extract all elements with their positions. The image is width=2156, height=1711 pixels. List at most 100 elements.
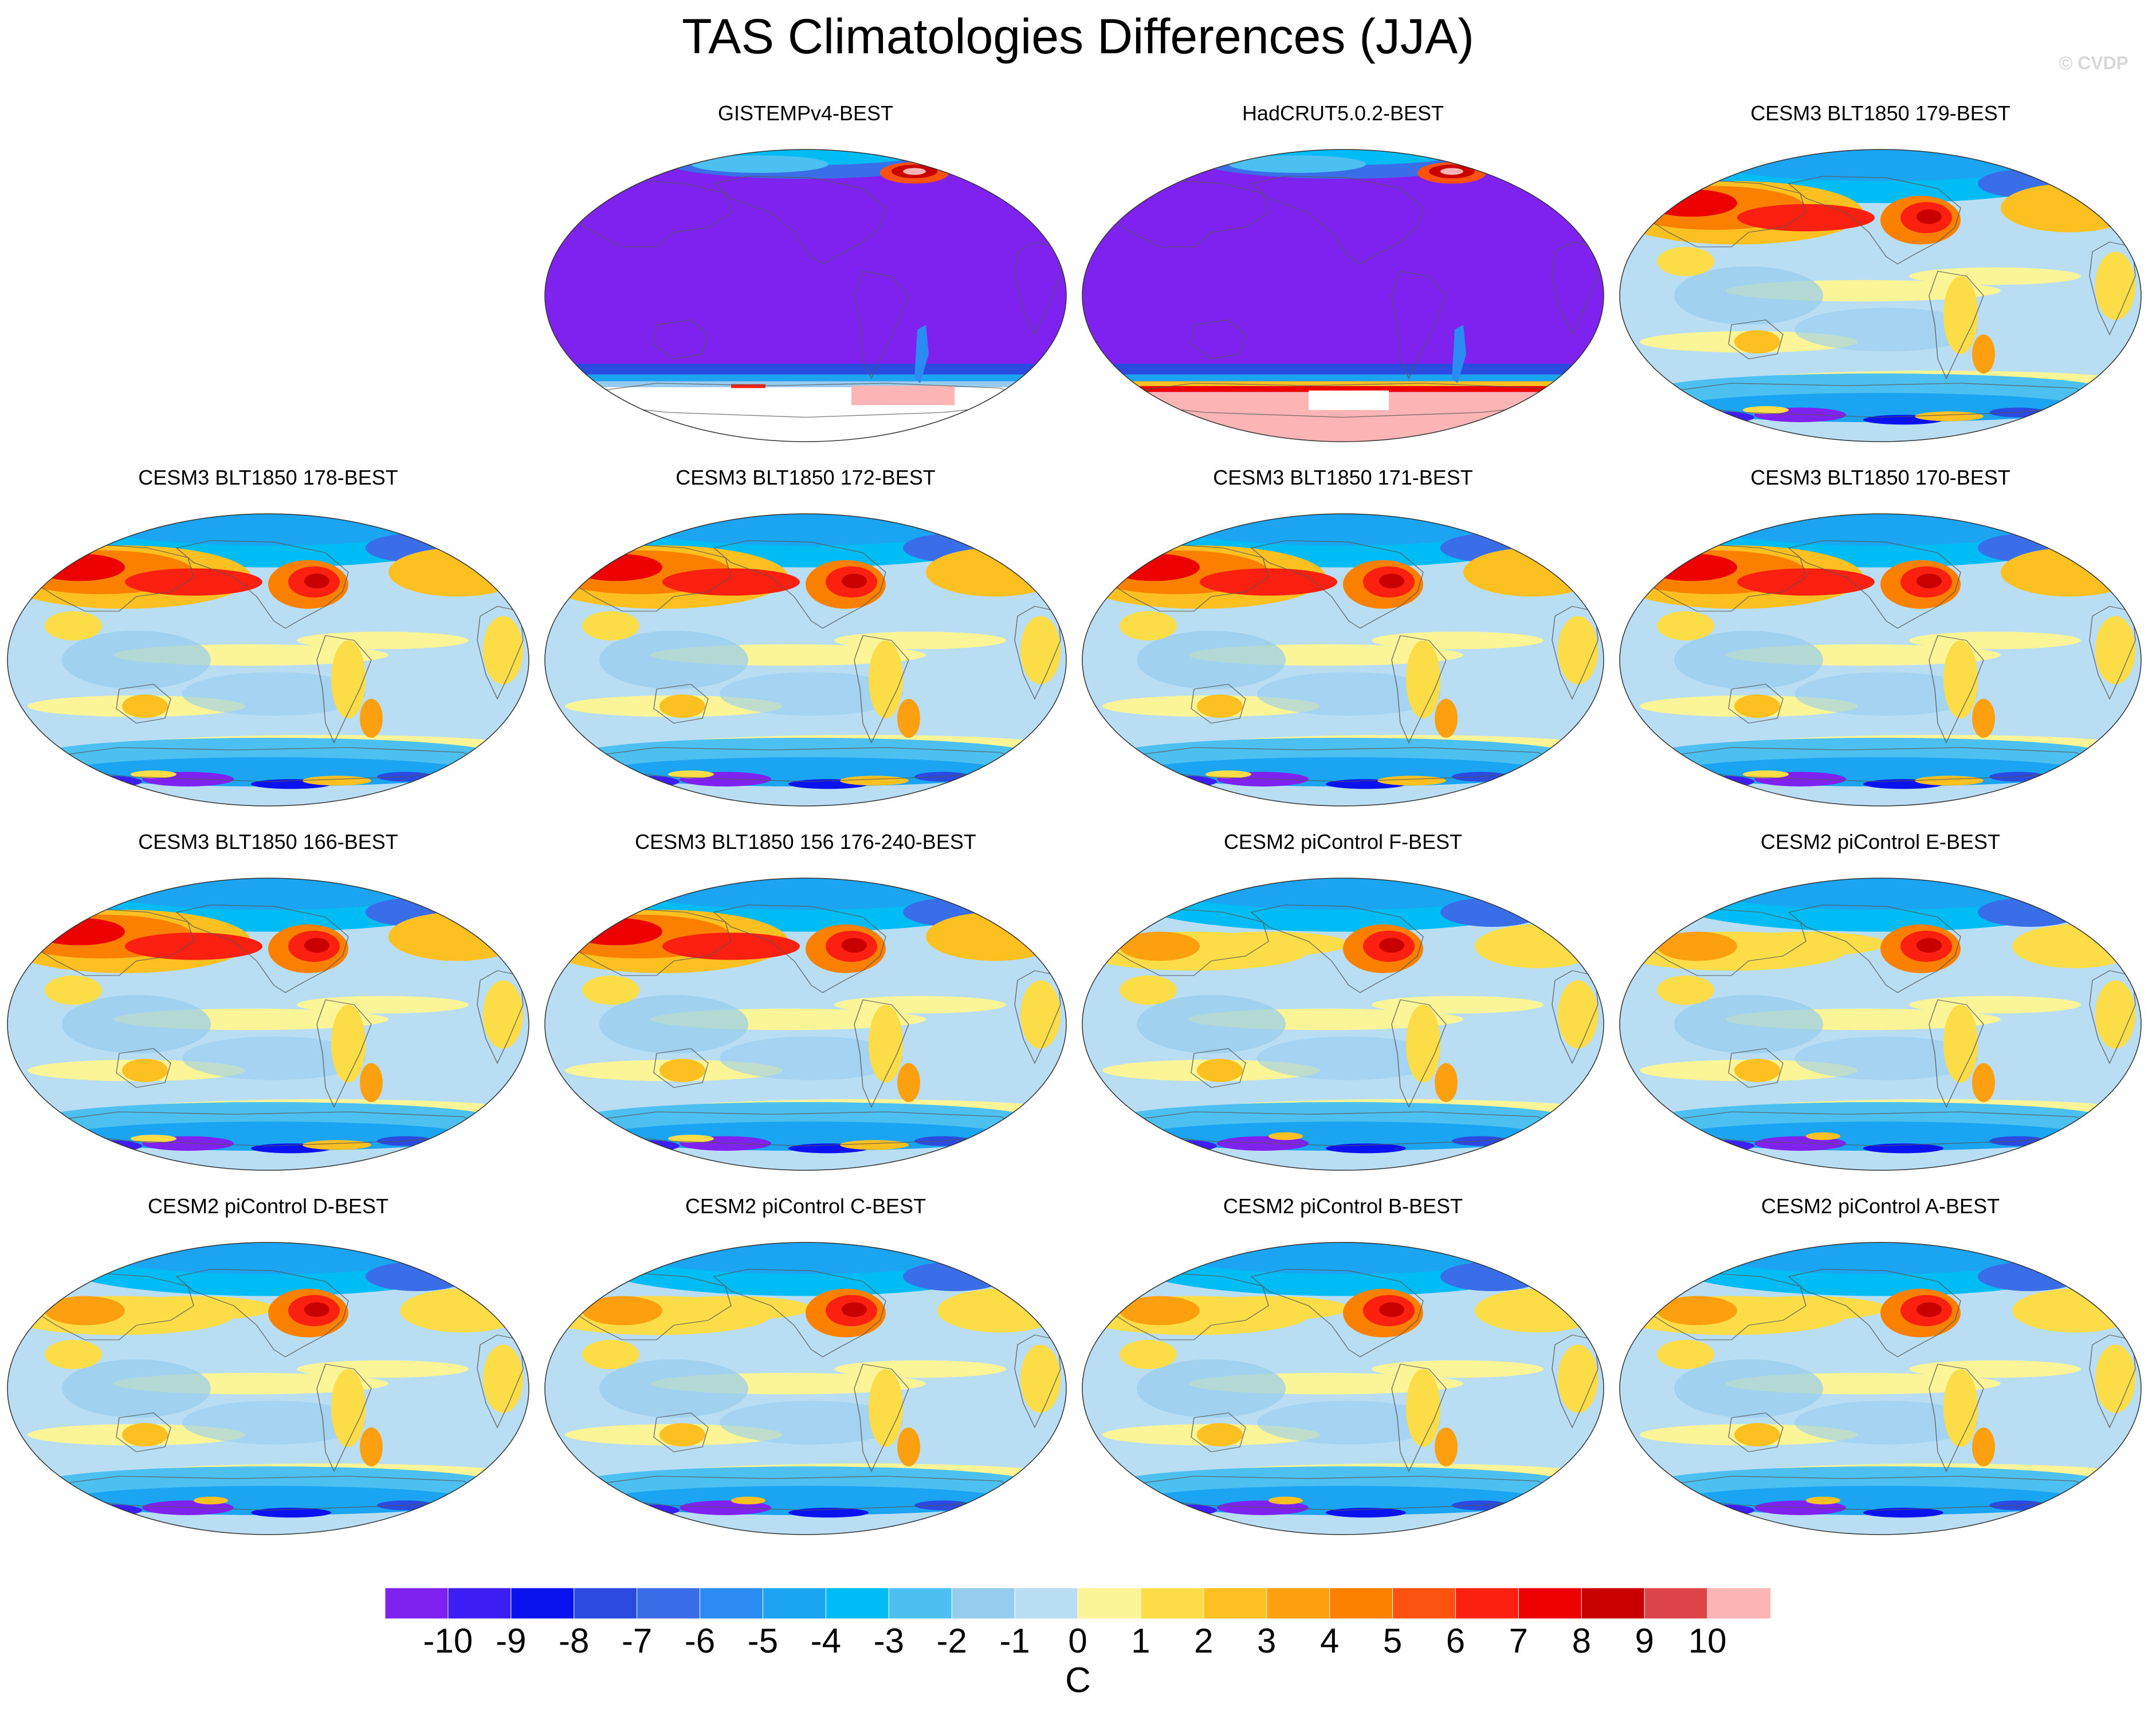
field-land-warm [45, 611, 102, 640]
map-border [1619, 513, 2142, 807]
field-arctic [691, 155, 828, 173]
field-land-warm [2095, 980, 2135, 1049]
coastline-northAmerica [713, 540, 886, 629]
colorbar-tick-label: -5 [747, 1622, 779, 1660]
field-hotspot [304, 938, 329, 953]
field-south-warm [1082, 381, 1604, 387]
colorbar-swatch [637, 1588, 701, 1619]
field-hotspot [1379, 938, 1404, 953]
field-hotspot [304, 573, 329, 589]
coastline-southAmerica [316, 635, 372, 744]
colorbar-tick-label: -6 [684, 1622, 716, 1660]
field-patch [1674, 1359, 1823, 1418]
field-nh-warm [1737, 568, 1875, 596]
field-band-yellow [1909, 1360, 2081, 1378]
robinson-map [1082, 149, 1604, 442]
field-patch [182, 1401, 366, 1445]
field-south-warm [1082, 386, 1604, 392]
coastline-northAmerica [1250, 1269, 1424, 1358]
field-land-warm [1734, 1059, 1780, 1083]
coastline-eurasia [1639, 1271, 1807, 1340]
field-hotspot [842, 938, 867, 953]
map-panel: CESM3 BLT1850 166-BEST [5, 829, 532, 1196]
field-land-warm [1972, 699, 1995, 738]
field-land-warm [483, 980, 523, 1049]
coastline-northAmerica [713, 1269, 886, 1358]
field-patch [1794, 308, 1978, 352]
field-antarctic-warm [1743, 406, 1789, 414]
field-south-band [1082, 374, 1604, 381]
field-nh-warm [1726, 1296, 1886, 1320]
colorbar-swatch [1266, 1588, 1330, 1619]
colorbar-swatch [1455, 1588, 1519, 1619]
field-antarctic-warm [668, 770, 714, 778]
field-hotspot [1917, 1302, 1942, 1317]
field-patch [1257, 672, 1440, 716]
field-antarctic-warm [1269, 1496, 1303, 1505]
field-patch [1674, 995, 1823, 1053]
field-land-warm [1020, 616, 1061, 685]
coastline-southAmerica [854, 635, 909, 744]
robinson-map [544, 1242, 1067, 1535]
coastline-southAmerica [1391, 1363, 1447, 1473]
colorbar-swatch [510, 1588, 575, 1619]
field-hotspot [1379, 1302, 1404, 1317]
coastline-australia [1728, 319, 1784, 360]
coastline-eurasia [564, 1271, 732, 1340]
colorbar-tick-label: -1 [999, 1622, 1030, 1660]
coastline-northAmerica [1250, 176, 1424, 265]
field-patch [599, 1359, 748, 1418]
robinson-map [7, 1242, 529, 1535]
field-nh-warm [1188, 931, 1349, 956]
field-antarctic-warm [840, 1140, 909, 1150]
panel-title: CESM2 piControl B-BEST [1223, 1194, 1463, 1218]
field-band-yellow [1372, 631, 1544, 650]
field-land-warm [1734, 330, 1780, 354]
field-antarctic [1686, 776, 1754, 788]
coastline-northAmerica [1788, 176, 1961, 265]
field-land-warm [122, 694, 168, 718]
panel-title: CESM3 BLT1850 166-BEST [138, 830, 398, 853]
field-nh-warm [113, 1296, 274, 1320]
field-nh-warm [1475, 1288, 1601, 1333]
field-south-warm [545, 381, 1066, 387]
colorbar-tick-label: 10 [1688, 1622, 1727, 1660]
colorbar-swatch [574, 1588, 638, 1619]
colorbar-swatch [1014, 1588, 1079, 1619]
field-nh-warm [2001, 548, 2138, 597]
field-land-warm [1558, 980, 1598, 1049]
field-antarctic [611, 1140, 680, 1152]
field-antarctic-warm [131, 770, 176, 778]
panel-title: CESM2 piControl F-BEST [1223, 830, 1463, 853]
field-antarctic-warm [840, 776, 909, 786]
field-nh-warm [926, 548, 1063, 597]
field-patch [720, 1036, 903, 1080]
field-arctic [903, 1262, 1006, 1291]
map-panel: CESM3 BLT1850 171-BEST [1079, 465, 1607, 832]
field-patch [1794, 1036, 1978, 1080]
field-nh-warm [1120, 1296, 1200, 1325]
field-nh-warm [1463, 548, 1601, 597]
field-land-warm [2095, 251, 2135, 320]
robinson-map [7, 878, 529, 1171]
field-hotspot [304, 1302, 329, 1317]
field-antarctic-warm [1915, 411, 1984, 422]
colorbar-swatch [1203, 1588, 1267, 1619]
field-south-missing [545, 387, 1066, 442]
field-nh-warm [388, 548, 526, 597]
panel-title: CESM2 piControl A-BEST [1761, 1194, 2000, 1218]
field-land-warm [582, 611, 639, 640]
colorbar-swatch [951, 1588, 1016, 1619]
colorbar-tick-label: 6 [1446, 1622, 1466, 1660]
map-panel: CESM3 BLT1850 172-BEST [542, 465, 1069, 832]
field-antarctic [1686, 411, 1754, 423]
coastline-southAmerica [854, 999, 909, 1108]
coastline-northAmerica [1788, 904, 1961, 993]
coastline-southAmerica [854, 1363, 909, 1473]
panel-title: CESM2 piControl C-BEST [685, 1194, 926, 1218]
field-land-warm [869, 1005, 903, 1083]
colorbar-tick-label: 7 [1509, 1622, 1529, 1660]
field-land-warm [1657, 976, 1714, 1005]
field-land-warm [1120, 1340, 1177, 1369]
robinson-map [1619, 878, 2142, 1171]
